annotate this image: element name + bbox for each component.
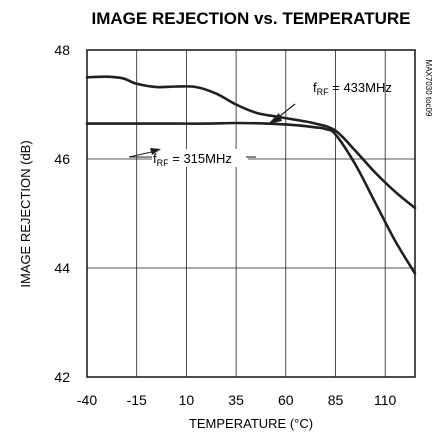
annotation-433: fRF = 433MHz bbox=[268, 80, 392, 124]
x-tick-labels: -40 -15 10 35 60 85 110 bbox=[77, 392, 397, 408]
series-line-1 bbox=[85, 121, 417, 275]
x-tick-label: 110 bbox=[374, 392, 397, 408]
chart-title: IMAGE REJECTION vs. TEMPERATURE bbox=[92, 9, 411, 28]
annotation-433-arrowhead bbox=[268, 113, 282, 124]
series-group bbox=[85, 75, 417, 275]
annotation-315-label: fRF = 315MHz bbox=[153, 151, 232, 168]
x-tick-label: 35 bbox=[228, 392, 244, 408]
plot-frame bbox=[86, 49, 416, 378]
x-tick-label: -40 bbox=[77, 392, 97, 408]
figure-id-label: MAX7030 toc09 bbox=[424, 60, 433, 117]
annotation-433-label: fRF = 433MHz bbox=[313, 80, 392, 97]
y-tick-label: 42 bbox=[54, 369, 70, 385]
y-tick-label: 44 bbox=[54, 260, 70, 276]
series-line-0 bbox=[85, 75, 417, 210]
x-tick-label: -15 bbox=[127, 392, 147, 408]
y-axis-label: IMAGE REJECTION (dB) bbox=[18, 140, 33, 287]
annotation-315: fRF = 315MHz bbox=[128, 148, 256, 168]
x-tick-label: 60 bbox=[278, 392, 294, 408]
grid bbox=[87, 50, 415, 377]
annotation-315-bg bbox=[152, 149, 248, 167]
y-tick-label: 48 bbox=[54, 42, 70, 58]
x-axis-label: TEMPERATURE (°C) bbox=[189, 416, 313, 431]
x-tick-label: 10 bbox=[179, 392, 195, 408]
x-tick-label: 85 bbox=[328, 392, 344, 408]
annotation-315-arrowhead bbox=[150, 148, 161, 155]
y-tick-label: 46 bbox=[54, 151, 70, 167]
y-tick-labels: 42 44 46 48 bbox=[54, 42, 70, 385]
